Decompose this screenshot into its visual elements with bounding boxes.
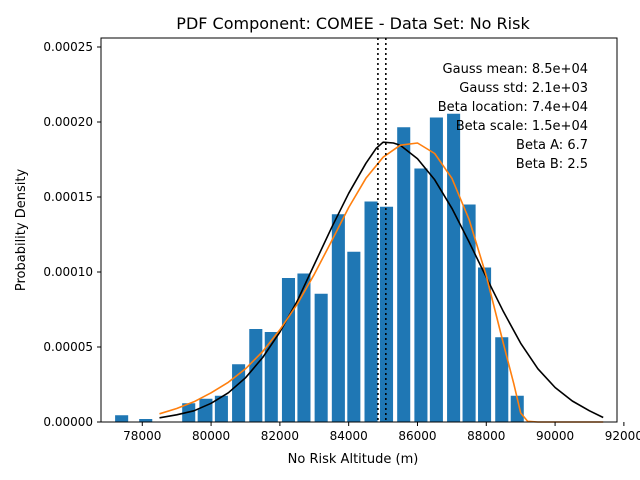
fit-parameter-label: Gauss std: 2.1e+03 xyxy=(459,81,588,96)
histogram-bar xyxy=(314,293,328,422)
histogram-bar xyxy=(214,395,228,422)
plot-frame xyxy=(100,37,618,423)
fit-parameter-label: Beta location: 7.4e+04 xyxy=(438,100,588,115)
x-axis-label: No Risk Altitude (m) xyxy=(288,452,419,467)
histogram-bar xyxy=(447,113,461,422)
x-tick-label: 92000 xyxy=(605,429,640,443)
histogram-bar xyxy=(478,267,492,422)
fit-parameter-label: Gauss mean: 8.5e+04 xyxy=(443,62,588,77)
y-tick-label: 0.00020 xyxy=(43,115,93,129)
histogram-bar xyxy=(264,332,278,422)
histogram-bar xyxy=(495,337,509,422)
fit-parameters: Gauss mean: 8.5e+04 Gauss std: 2.1e+03 Bet… xyxy=(438,62,588,172)
fit-curves xyxy=(159,141,604,423)
histogram-bar xyxy=(232,364,246,422)
fit-parameter-label: Beta scale: 1.5e+04 xyxy=(456,119,588,134)
histogram-bar xyxy=(414,168,428,422)
histogram-bar xyxy=(281,278,296,422)
histogram-bar xyxy=(139,419,153,422)
x-tick-label: 86000 xyxy=(398,429,436,443)
y-axis: 0.00000 0.00005 0.00010 0.00015 0.00020 0.000… xyxy=(43,40,101,429)
x-axis: 78000 80000 82000 84000 86000 88000 90000 92000 xyxy=(123,422,640,443)
histogram-bar xyxy=(429,117,443,422)
y-tick-label: 0.00010 xyxy=(43,265,93,279)
x-tick-label: 88000 xyxy=(467,429,505,443)
histogram-bar xyxy=(462,204,476,422)
fit-parameter-label: Beta A: 6.7 xyxy=(516,138,588,153)
vertical-lines xyxy=(377,38,387,422)
histogram-bars xyxy=(115,113,524,422)
x-tick-label: 82000 xyxy=(261,429,299,443)
fit-parameter-label: Beta B: 2.5 xyxy=(516,157,588,172)
histogram-bar xyxy=(115,415,129,422)
x-tick-label: 90000 xyxy=(536,429,574,443)
histogram-bar xyxy=(249,329,263,422)
histogram-bar xyxy=(510,395,524,422)
y-axis-label: Probability Density xyxy=(14,169,29,292)
gaussian-fit-line xyxy=(159,141,604,419)
y-tick-label: 0.00025 xyxy=(43,40,93,54)
y-tick-label: 0.00015 xyxy=(43,190,93,204)
histogram-bar xyxy=(397,127,411,422)
histogram-bar xyxy=(297,273,311,422)
histogram-bar xyxy=(364,201,378,422)
histogram-bar xyxy=(199,398,213,422)
x-tick-label: 84000 xyxy=(330,429,368,443)
chart-title: PDF Component: COMEE - Data Set: No Risk xyxy=(176,14,530,33)
x-tick-label: 78000 xyxy=(123,429,161,443)
beta-fit-line xyxy=(159,142,604,423)
histogram-bar xyxy=(331,214,345,422)
histogram-bar xyxy=(347,251,361,422)
y-tick-label: 0.00005 xyxy=(43,340,93,354)
y-tick-label: 0.00000 xyxy=(43,415,93,429)
x-tick-label: 80000 xyxy=(192,429,230,443)
